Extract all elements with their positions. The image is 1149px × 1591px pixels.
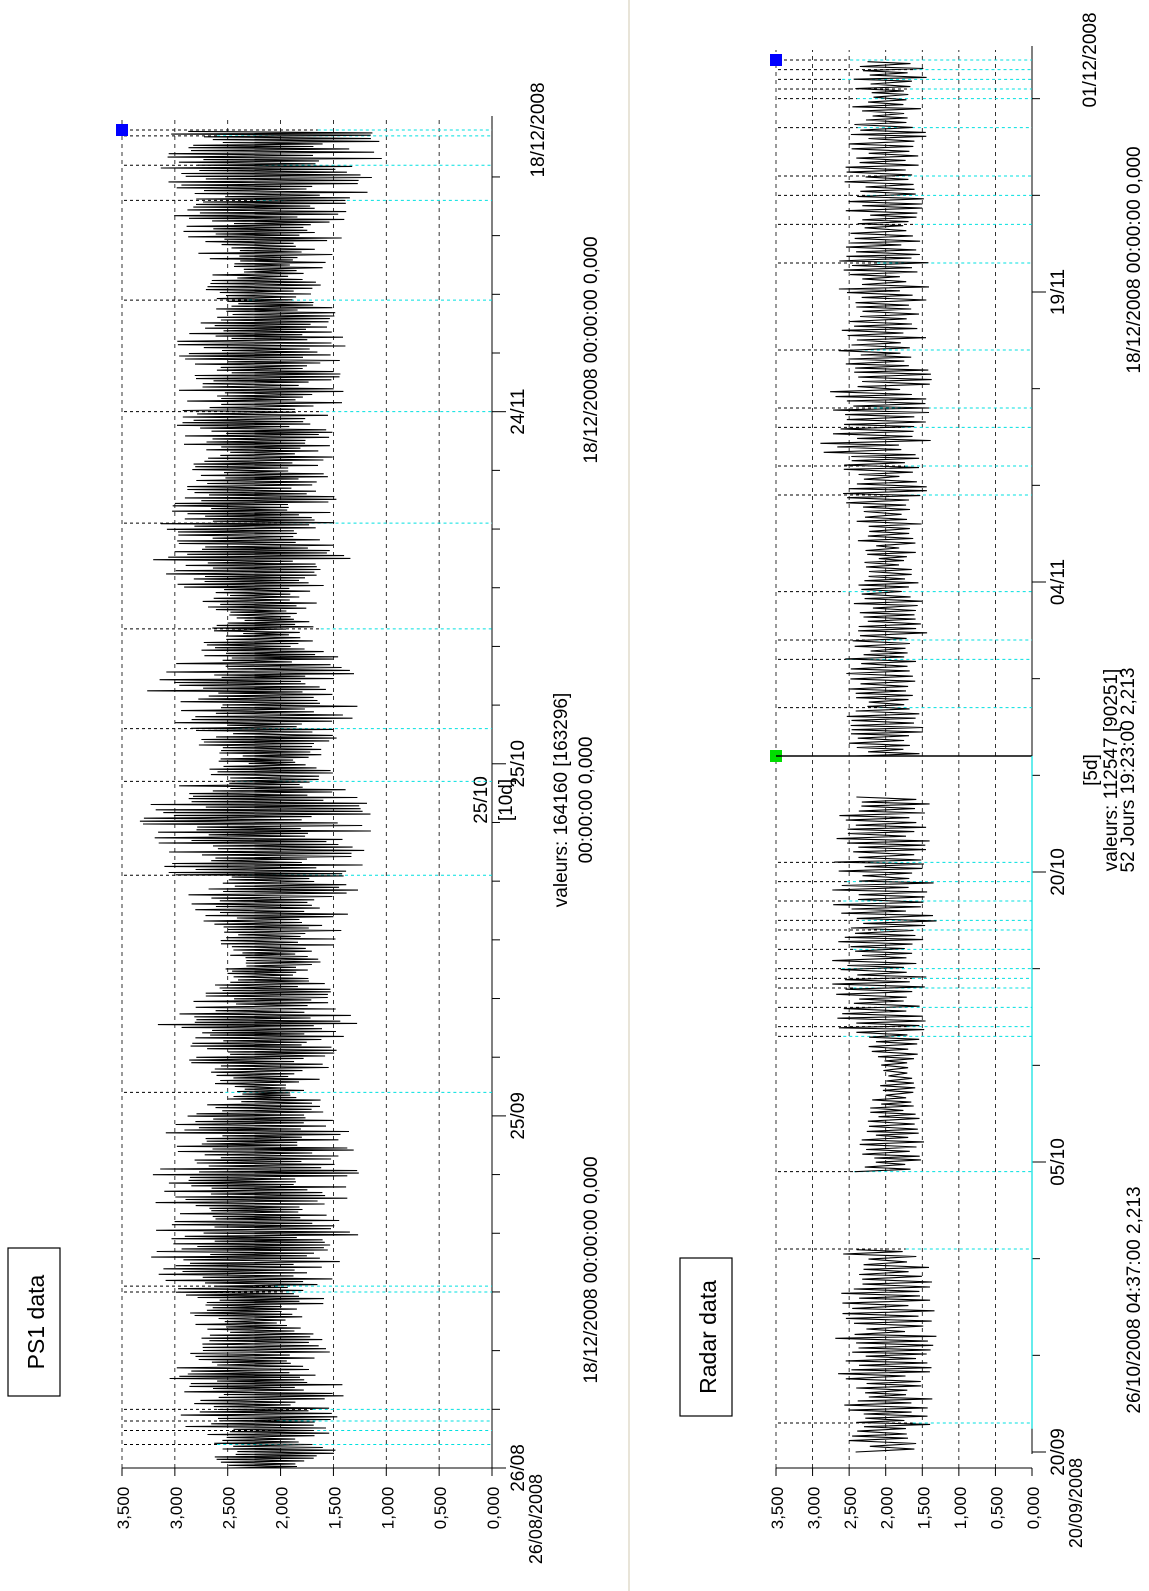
radar-title: Radar data <box>695 1280 721 1394</box>
signal-trace <box>139 130 382 1469</box>
value-tick-label: 2,000 <box>273 1487 292 1530</box>
time-tick-label: 26/08 <box>508 1444 529 1492</box>
panel-divider <box>628 0 630 1591</box>
footer-left-readout: 26/10/2008 04:37:00 2,213 <box>1124 1186 1145 1413</box>
signal-trace <box>820 61 932 757</box>
ps1-title: PS1 data <box>23 1274 49 1369</box>
radar-chart: 0,000 0,500 1,000 1,500 2,000 2,500 3,000 3,500… <box>768 12 1145 1548</box>
value-tick-label: 3,500 <box>768 1487 787 1530</box>
value-tick-label: 2,500 <box>220 1487 239 1530</box>
footer-mid-readout: [5d] <box>1081 754 1102 786</box>
footer-mid-readout: valeurs: 164160 [163296] <box>551 693 572 907</box>
value-tick-label: 0,500 <box>987 1487 1006 1530</box>
time-tick-label: 24/11 <box>508 389 529 435</box>
footer-left-readout: 18/12/2008 00:00:00 0,000 <box>581 1156 602 1383</box>
value-tick-label: 0,500 <box>431 1487 450 1530</box>
value-tick-label: 3,000 <box>167 1487 186 1530</box>
time-tick-label: 20/09 <box>1048 1428 1069 1476</box>
footer-mid-readout: 52 Jours 19:23:00 2,213 <box>1118 668 1139 873</box>
time-end-label: 18/12/2008 <box>528 82 549 177</box>
value-tick-label: 0,000 <box>1024 1487 1043 1530</box>
value-tick-label: 2,000 <box>878 1487 897 1530</box>
signal-trace <box>832 796 937 1173</box>
radar-title-box: Radar data <box>679 1257 733 1417</box>
ps1-title-box: PS1 data <box>7 1247 61 1397</box>
value-tick-label: 2,500 <box>841 1487 860 1530</box>
ps1-chart: 0,000 0,500 1,000 1,500 2,000 2,500 3,000 3,500… <box>114 82 602 1564</box>
time-end-label: 01/12/2008 <box>1080 12 1101 107</box>
start-marker <box>770 54 782 66</box>
value-tick-label: 1,500 <box>325 1487 344 1530</box>
time-tick-label: 25/09 <box>508 1092 529 1140</box>
time-tick-label: 05/10 <box>1048 1138 1069 1186</box>
footer-mid-readout: 00:00:00 0,000 <box>576 737 597 864</box>
time-start-label: 26/08/2008 <box>526 1474 546 1564</box>
start-marker <box>116 124 128 136</box>
time-start-label: 20/09/2008 <box>1066 1458 1086 1548</box>
time-tick-label: 25/10 <box>508 740 529 788</box>
value-tick-label: 3,500 <box>114 1487 133 1530</box>
value-tick-label: 1,000 <box>378 1487 397 1530</box>
footer-mid-readout: valeurs: 112547 [90251] <box>1101 669 1122 871</box>
value-tick-label: 1,500 <box>914 1487 933 1530</box>
time-tick-label: 19/11 <box>1048 269 1069 315</box>
value-tick-label: 3,000 <box>805 1487 824 1530</box>
value-tick-label: 0,000 <box>484 1487 503 1530</box>
footer-mid-readout: 25/10 <box>471 776 492 824</box>
value-tick-label: 1,000 <box>951 1487 970 1530</box>
footer-right-readout: 18/12/2008 00:00:00 0,000 <box>1124 146 1145 373</box>
time-tick-label: 04/11 <box>1048 559 1069 605</box>
signal-trace <box>835 1249 937 1453</box>
footer-mid-readout: [10d] <box>496 779 517 821</box>
time-tick-label: 20/10 <box>1048 848 1069 896</box>
footer-right-readout: 18/12/2008 00:00:00 0,000 <box>581 236 602 463</box>
